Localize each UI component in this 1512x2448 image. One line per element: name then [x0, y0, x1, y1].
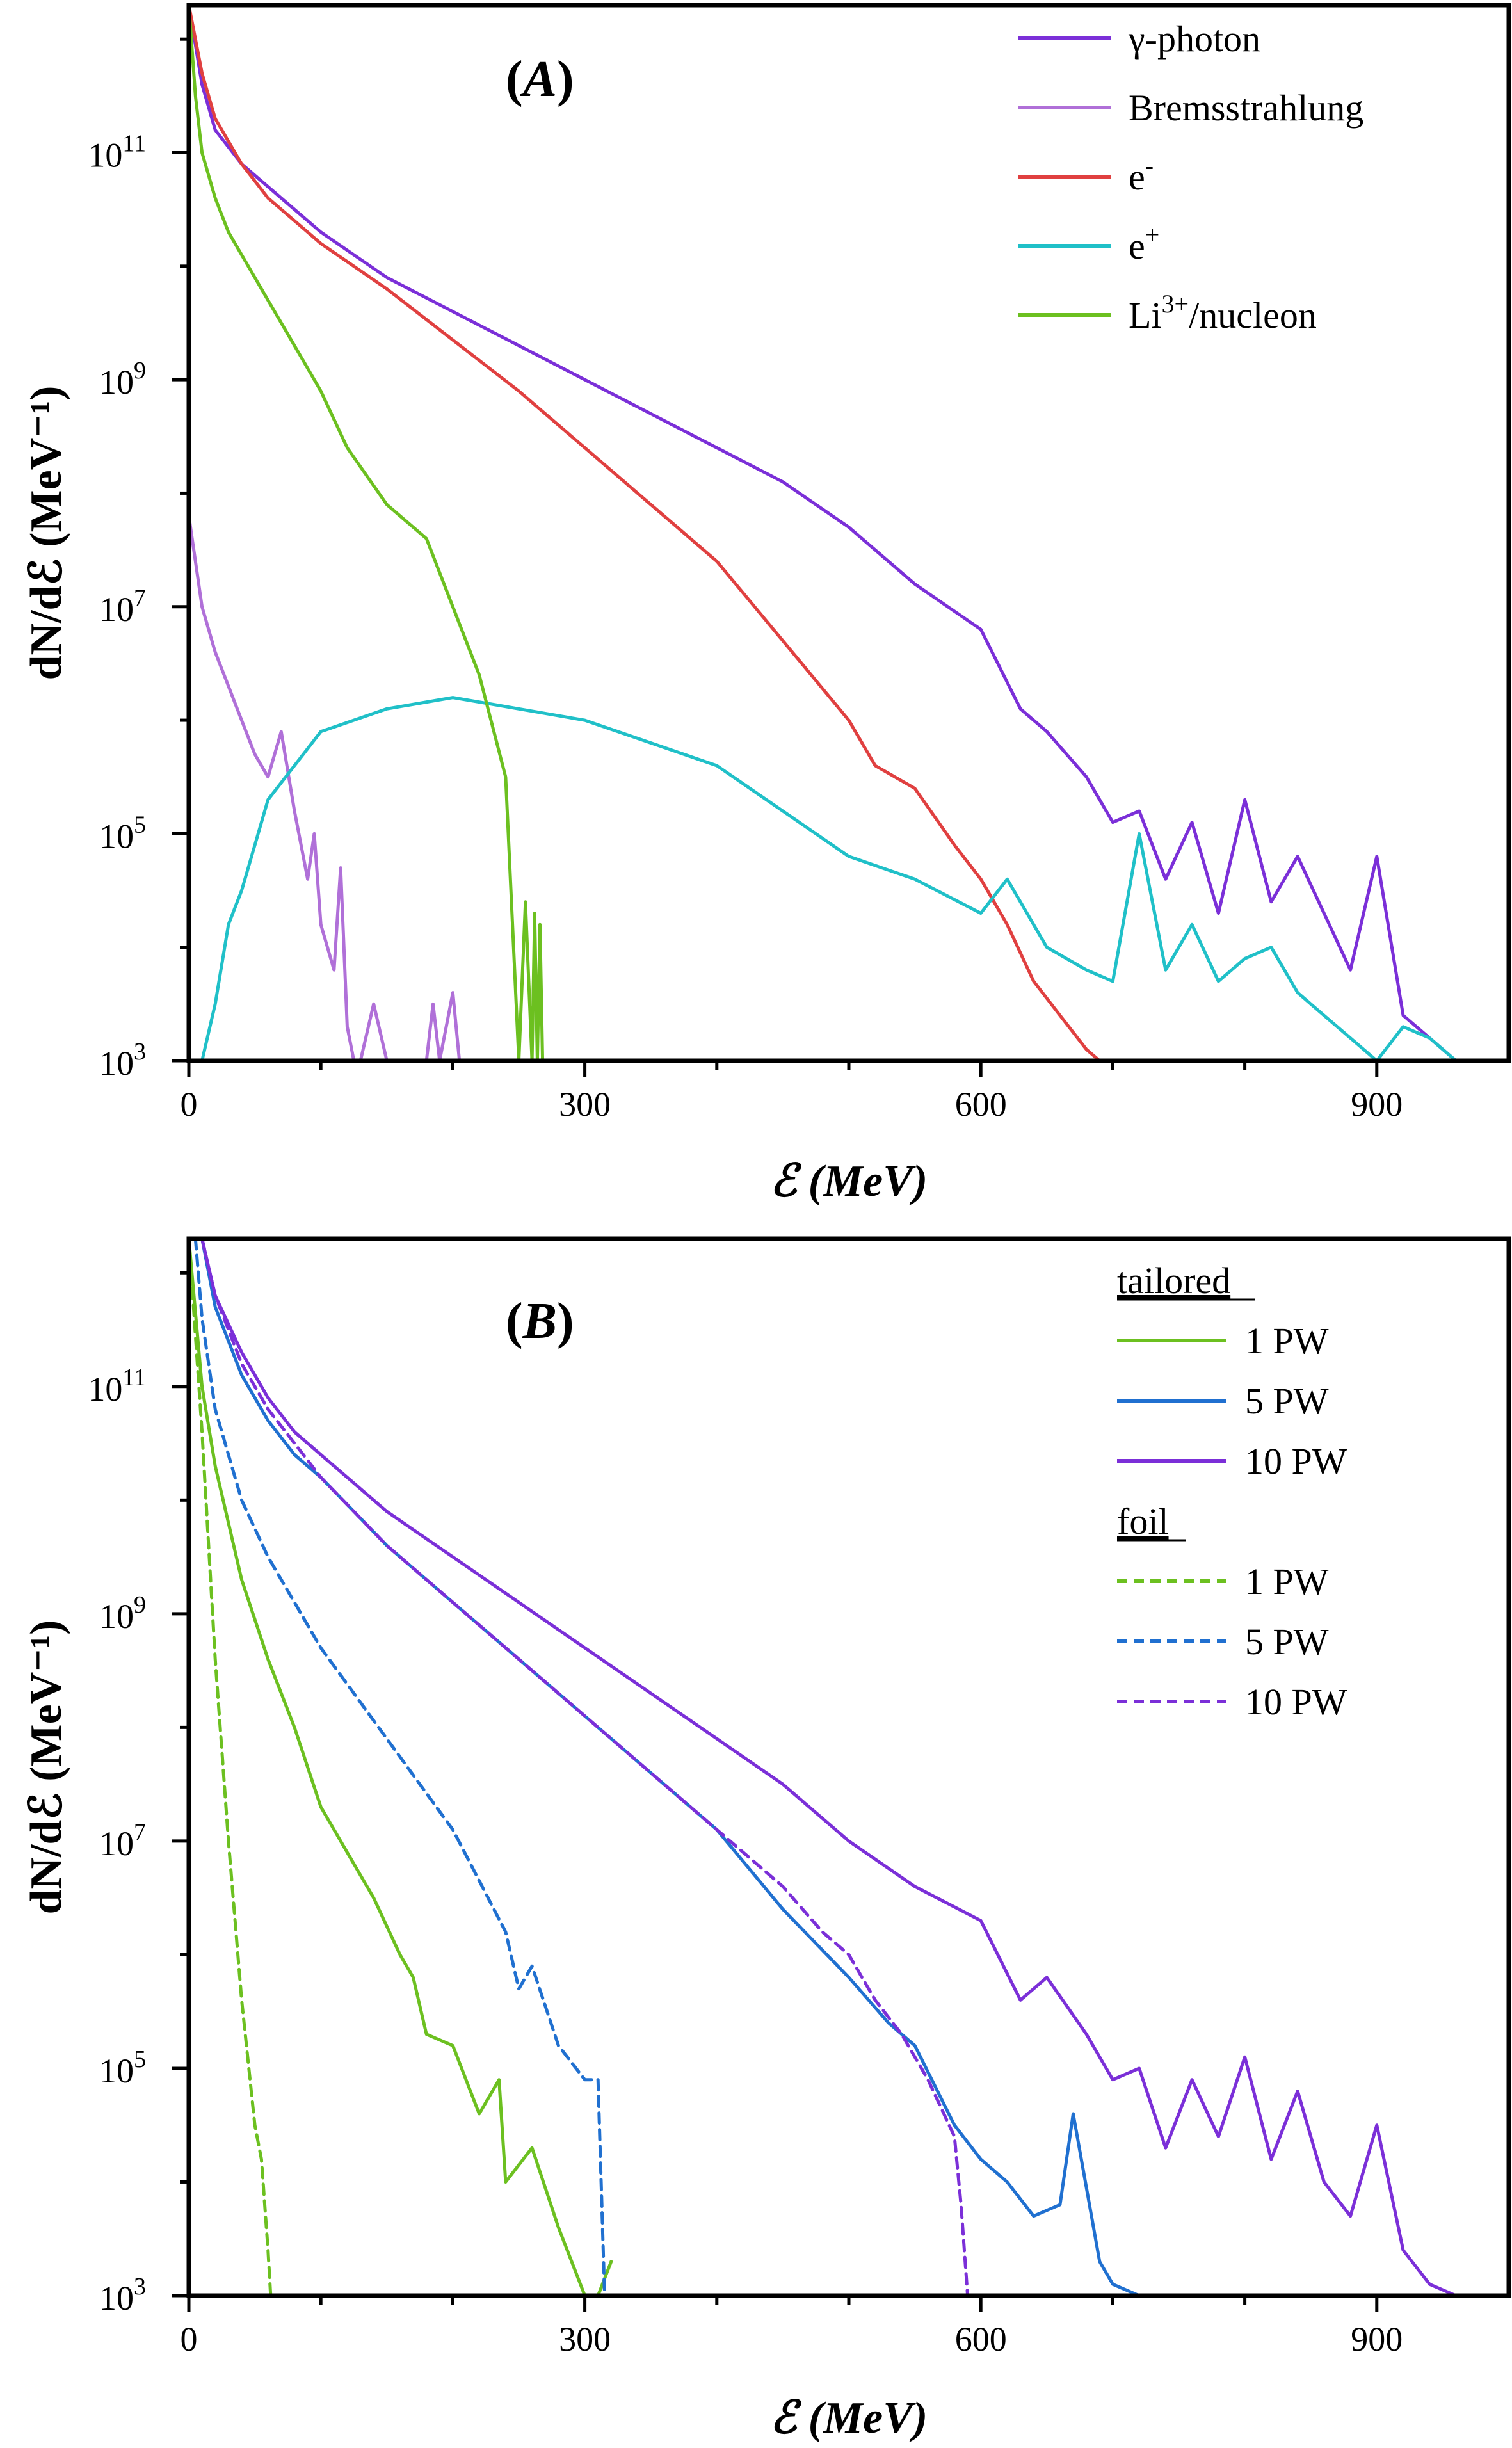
x-axis-title: ℰ (MeV) — [770, 1157, 928, 1206]
series-line-tailored-5-pw — [200, 1239, 1174, 2296]
legend-label: 1 PW — [1245, 1561, 1329, 1602]
x-axis-title: ℰ (MeV) — [770, 2394, 928, 2443]
y-axis-title: dN/dℰ (MeV⁻¹) — [22, 1620, 71, 1915]
panel-b: 0 300 600 900 103 105 107 109 1011 ℰ (MeV) dN/dℰ (… — [22, 1236, 1511, 2443]
legend-group-tailored: tailored — [1117, 1260, 1230, 1301]
legend-label: Bremsstrahlung — [1129, 87, 1363, 129]
x-tick-label: 600 — [955, 1085, 1007, 1123]
panel-tag: (B) — [506, 1293, 574, 1349]
series-line-li-nucleon — [189, 5, 547, 1061]
x-tick-label: 300 — [559, 1085, 611, 1123]
y-tick-label: 107 — [99, 584, 146, 629]
legend: tailored 1 PW 5 PW 10 PW foil 1 PW 5 PW 10 PW — [1117, 1260, 1347, 1723]
legend-label: 10 PW — [1245, 1440, 1347, 1482]
legend-label: 5 PW — [1245, 1621, 1329, 1663]
legend: γ-photon Bremsstrahlung e-e+ Li3+/nucleon — [1018, 18, 1363, 336]
x-tick-label: 300 — [559, 2320, 611, 2358]
series-lines — [189, 5, 1477, 1061]
legend-label: e- — [1129, 151, 1154, 198]
legend-group-foil: foil — [1117, 1501, 1169, 1542]
y-tick-label: 103 — [99, 1038, 146, 1083]
y-axis-title: dN/dℰ (MeV⁻¹) — [22, 386, 71, 680]
legend-label: 10 PW — [1245, 1681, 1347, 1723]
y-tick-label: 107 — [99, 1819, 146, 1863]
legend-label: 1 PW — [1245, 1320, 1329, 1362]
series-line-e- — [200, 696, 1477, 1061]
legend-label: Li3+/nucleon — [1129, 289, 1317, 336]
legend-label: γ-photon — [1128, 18, 1260, 60]
legend-label: 5 PW — [1245, 1380, 1329, 1422]
plot-frame — [186, 3, 1511, 1063]
series-line-foil-1-pw — [189, 1239, 273, 2296]
series-line-e- — [189, 5, 1102, 1061]
x-tick-label: 0 — [181, 2320, 198, 2358]
x-tick-label: 900 — [1351, 1085, 1403, 1123]
x-tick-label: 600 — [955, 2320, 1007, 2358]
y-tick-label: 105 — [99, 2046, 146, 2090]
series-line-bremsstrahlung — [189, 514, 462, 1061]
legend-label: e+ — [1129, 220, 1159, 267]
panel-a: 0 300 600 900 103 105 107 109 1011 ℰ (MeV) dN/dℰ (… — [22, 3, 1511, 1206]
y-tick-label: 109 — [99, 357, 146, 401]
y-tick-label: 105 — [99, 811, 146, 855]
series-line-foil-5-pw — [193, 1239, 606, 2296]
series-line--photon — [189, 5, 1477, 1061]
y-tick-label: 103 — [99, 2273, 146, 2317]
x-tick-label: 900 — [1351, 2320, 1403, 2358]
y-tick-label: 109 — [99, 1591, 146, 1636]
y-tick-label: 1011 — [88, 1364, 146, 1408]
y-tick-label: 1011 — [88, 131, 146, 175]
x-tick-label: 0 — [181, 1085, 198, 1123]
series-line-tailored-10-pw — [200, 1239, 1458, 2296]
series-line-foil-10-pw — [200, 1239, 970, 2296]
series-lines — [189, 1239, 1458, 2296]
panel-tag: (A) — [506, 51, 574, 108]
series-line-tailored-1-pw — [189, 1239, 613, 2296]
